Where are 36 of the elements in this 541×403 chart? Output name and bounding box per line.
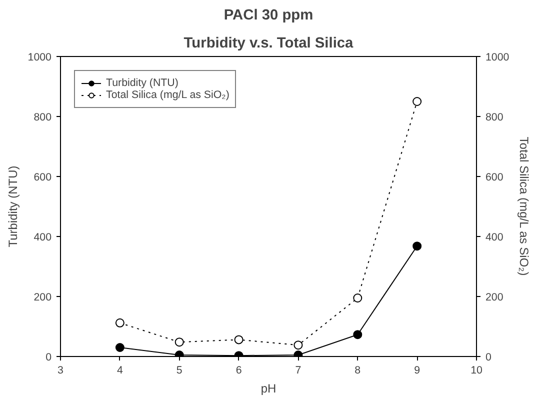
- y2-tick-label: 400: [486, 232, 504, 244]
- point: [353, 294, 362, 302]
- chart-title: PACl 30 ppm: [224, 8, 314, 24]
- point: [294, 340, 303, 350]
- x-tick-label: 5: [176, 364, 182, 376]
- x-tick-label: 4: [116, 364, 123, 376]
- x-tick-label: 10: [470, 364, 482, 376]
- y2-tick-label: 600: [486, 172, 504, 184]
- x-tick-label: 9: [414, 364, 420, 376]
- y-tick-label: 400: [34, 232, 52, 244]
- x-axis-title: pH: [260, 382, 276, 396]
- point: [115, 343, 124, 352]
- point: [115, 318, 124, 328]
- point: [353, 330, 362, 340]
- y-tick-label: 0: [46, 352, 52, 364]
- y2-tick-label: 0: [486, 352, 492, 364]
- x-tick-label: 7: [295, 364, 302, 376]
- point: [412, 97, 422, 106]
- x-tick-label: 3: [58, 364, 64, 376]
- chart-subtitle: Turbidity v.s. Total Silica: [184, 36, 354, 52]
- x-tick-label: 8: [354, 364, 361, 376]
- point: [412, 242, 422, 251]
- y-tick-label: 600: [34, 172, 52, 184]
- legend-label: Turbidity (NTU): [106, 77, 178, 89]
- y-tick-label: 1000: [28, 52, 52, 64]
- x-tick-label: 6: [236, 364, 242, 376]
- y-axis-title: Turbidity (NTU): [6, 166, 20, 248]
- y2-tick-label: 200: [486, 292, 504, 304]
- y2-axis-title: Total Silica (mg/L as SiO₂): [517, 136, 532, 276]
- y2-tick-label: 1000: [486, 52, 510, 64]
- legend-label: Total Silica (mg/L as SiO₂): [106, 89, 230, 101]
- y-tick-label: 200: [34, 292, 52, 304]
- point: [174, 338, 184, 347]
- point: [234, 335, 244, 344]
- y-tick-label: 800: [34, 112, 52, 124]
- y2-tick-label: 800: [486, 112, 504, 124]
